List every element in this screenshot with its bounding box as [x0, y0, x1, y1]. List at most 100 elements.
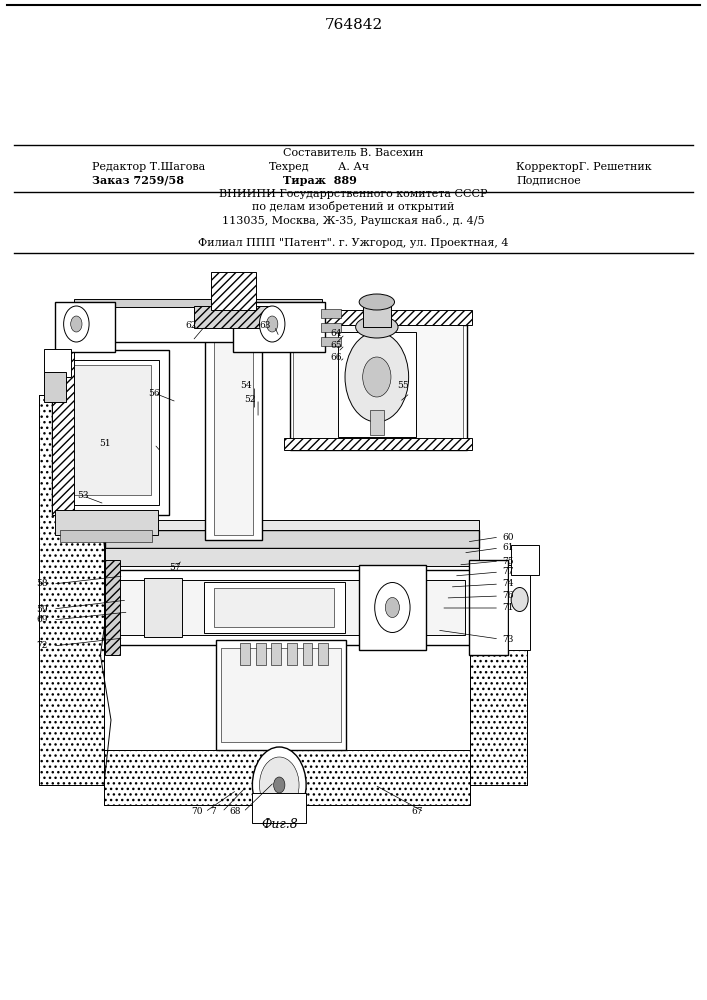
Bar [39, 395, 104, 785]
Text: Тираж  889: Тираж 889 [283, 174, 356, 186]
Bar [293, 325, 463, 445]
Bar [105, 530, 479, 548]
Text: Филиал ППП "Патент". г. Ужгород, ул. Проектная, 4: Филиал ППП "Патент". г. Ужгород, ул. Про… [198, 238, 509, 248]
Bar [205, 320, 262, 540]
Circle shape [511, 587, 528, 612]
Bar [233, 302, 325, 352]
Text: 55: 55 [397, 381, 409, 390]
Text: 54: 54 [240, 381, 252, 390]
Bar [105, 560, 120, 655]
Bar [221, 648, 341, 742]
Bar [284, 310, 472, 325]
Bar [67, 365, 151, 495]
Circle shape [375, 582, 410, 633]
Bar [469, 560, 508, 655]
Text: 76: 76 [502, 591, 513, 600]
Bar [284, 438, 472, 450]
Text: 56: 56 [148, 388, 160, 397]
Bar [52, 350, 169, 515]
Text: 62: 62 [185, 322, 197, 330]
Circle shape [267, 316, 278, 332]
Bar [204, 582, 345, 633]
Text: Заказ 7259/58: Заказ 7259/58 [92, 174, 184, 186]
Bar [214, 588, 334, 627]
Circle shape [385, 598, 399, 618]
Text: 53: 53 [78, 491, 89, 500]
Bar [359, 565, 426, 650]
Bar [290, 325, 467, 450]
Text: 63: 63 [259, 322, 271, 330]
Bar [60, 360, 159, 505]
Bar [104, 750, 470, 805]
Bar [105, 520, 479, 530]
Bar [55, 302, 115, 352]
Text: 61: 61 [502, 544, 513, 552]
Bar [105, 570, 479, 645]
Text: 764842: 764842 [325, 18, 382, 32]
Bar [52, 350, 74, 515]
Circle shape [252, 747, 306, 823]
Text: 69: 69 [37, 615, 48, 624]
Ellipse shape [359, 294, 395, 310]
Ellipse shape [356, 316, 398, 338]
Circle shape [259, 757, 299, 813]
Bar [303, 643, 312, 665]
Text: 60: 60 [502, 532, 513, 542]
Circle shape [345, 332, 409, 422]
Text: 64: 64 [331, 330, 342, 338]
Bar [470, 585, 527, 785]
Bar [287, 643, 297, 665]
Bar [44, 372, 66, 402]
Text: 52: 52 [244, 394, 255, 403]
Text: 73: 73 [502, 635, 513, 644]
Bar [318, 643, 328, 665]
Bar [338, 332, 416, 437]
Bar [144, 578, 182, 637]
Text: Редактор Т.Шагова: Редактор Т.Шагова [92, 162, 205, 172]
Circle shape [64, 306, 89, 342]
Bar [240, 643, 250, 665]
Text: ВНИИПИ Государрственного комитета СССР: ВНИИПИ Государрственного комитета СССР [219, 189, 488, 199]
Bar [211, 272, 256, 310]
Text: 67: 67 [411, 808, 423, 816]
Circle shape [71, 316, 82, 332]
Text: 68: 68 [229, 808, 240, 816]
Bar [321, 323, 341, 332]
Text: по делам изобретений и открытий: по делам изобретений и открытий [252, 202, 455, 213]
Circle shape [274, 777, 285, 793]
Text: А. Ач: А. Ач [338, 162, 369, 172]
Text: 75: 75 [502, 556, 513, 566]
Bar [363, 302, 391, 327]
Bar [256, 643, 266, 665]
Bar [470, 585, 527, 785]
Text: 72: 72 [37, 642, 48, 650]
Bar [119, 580, 465, 635]
Bar [511, 545, 539, 575]
Text: Техред: Техред [269, 162, 309, 172]
Text: 66: 66 [331, 353, 342, 361]
Bar [508, 565, 530, 650]
Bar [214, 325, 253, 535]
Bar [74, 299, 322, 307]
Bar [216, 640, 346, 750]
Bar [60, 530, 152, 542]
Text: КорректорГ. Решетник: КорректорГ. Решетник [516, 162, 652, 172]
Bar [44, 349, 71, 377]
Text: 113035, Москва, Ж-35, Раушская наб., д. 4/5: 113035, Москва, Ж-35, Раушская наб., д. … [222, 215, 485, 226]
Text: 7: 7 [211, 808, 216, 816]
Bar [194, 306, 272, 328]
Bar [39, 395, 104, 785]
Bar [55, 510, 158, 535]
Circle shape [259, 306, 285, 342]
Bar [321, 309, 341, 318]
Circle shape [363, 357, 391, 397]
Bar [104, 750, 470, 805]
Bar [271, 643, 281, 665]
Text: Составитель В. Васехин: Составитель В. Васехин [284, 148, 423, 158]
Bar [321, 337, 341, 346]
Text: 51: 51 [99, 440, 110, 448]
Bar [252, 793, 306, 823]
Text: 71: 71 [502, 603, 513, 612]
Text: 74: 74 [502, 580, 513, 588]
Text: 77: 77 [502, 568, 513, 576]
